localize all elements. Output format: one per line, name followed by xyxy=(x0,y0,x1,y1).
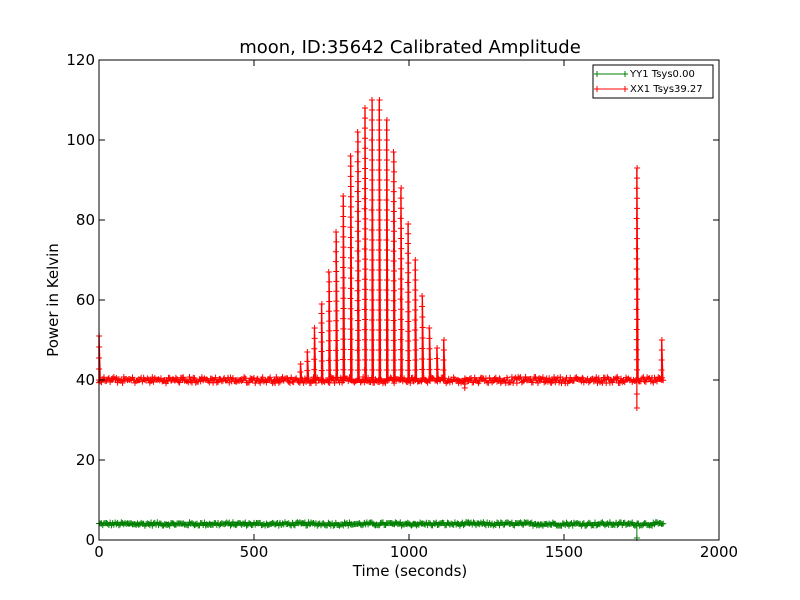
series-xx1-peak-markers xyxy=(354,129,362,383)
legend-label-xx1: XX1 Tsys39.27 xyxy=(630,84,703,95)
series-xx1-peak-markers xyxy=(440,337,448,383)
legend-box xyxy=(592,64,714,99)
legend-label-yy1: YY1 Tsys0.00 xyxy=(629,69,695,80)
y-tick-label: 60 xyxy=(76,291,95,309)
series-xx1-peak-markers xyxy=(361,105,369,383)
series-xx1-peak-markers xyxy=(397,185,405,383)
series-xx1-dip-marker xyxy=(461,381,468,391)
legend: YY1 Tsys0.00 XX1 Tsys39.27 xyxy=(592,64,714,99)
y-tick-label: 120 xyxy=(66,51,95,69)
series-xx1-peak-markers xyxy=(304,349,311,383)
legend-marker-yy1 xyxy=(594,71,628,77)
x-tick-label: 500 xyxy=(240,543,269,561)
series-xx1-peak-markers xyxy=(404,221,412,383)
x-tick-label: 0 xyxy=(94,543,104,561)
x-axis-label: Time (seconds) xyxy=(352,562,468,580)
series-xx1-peak-markers xyxy=(419,293,426,383)
y-tick-label: 80 xyxy=(76,211,95,229)
series-xx1-peak-markers xyxy=(433,345,441,383)
series-xx1-peak-markers xyxy=(368,97,376,383)
series-xx1-peak-markers xyxy=(325,269,333,383)
series-xx1-peak-markers xyxy=(426,325,433,383)
series-xx1-peak-markers xyxy=(658,337,665,383)
y-tick-label: 40 xyxy=(76,371,95,389)
ticks-layer: 0 500 1000 1500 2000 0 20 40 60 80 100 120 xyxy=(66,51,738,561)
series-xx1-peak-markers xyxy=(339,193,347,383)
series-xx1-peak-markers xyxy=(375,97,383,383)
series-xx1-peak-markers xyxy=(297,361,304,383)
series-xx1-dip-marker xyxy=(633,391,640,411)
legend-marker-xx1 xyxy=(594,86,628,92)
y-axis-label: Power in Kelvin xyxy=(44,243,62,357)
y-tick-label: 20 xyxy=(76,451,95,469)
x-tick-label: 1500 xyxy=(545,543,583,561)
x-tick-label: 2000 xyxy=(700,543,738,561)
series-xx1-peak-markers xyxy=(311,325,318,383)
series-xx1-peak-markers xyxy=(347,153,355,383)
series-xx1-peak-markers xyxy=(318,301,325,383)
series-xx1-peak-markers xyxy=(411,257,419,383)
series-xx1-peak-markers xyxy=(390,149,398,383)
series-xx1-peak-markers xyxy=(383,117,390,383)
series-xx1-peak-markers xyxy=(332,229,340,383)
y-tick-label: 0 xyxy=(85,531,95,549)
chart-title: moon, ID:35642 Calibrated Amplitude xyxy=(239,37,581,58)
y-tick-label: 100 xyxy=(66,131,95,149)
x-tick-label: 1000 xyxy=(390,543,428,561)
